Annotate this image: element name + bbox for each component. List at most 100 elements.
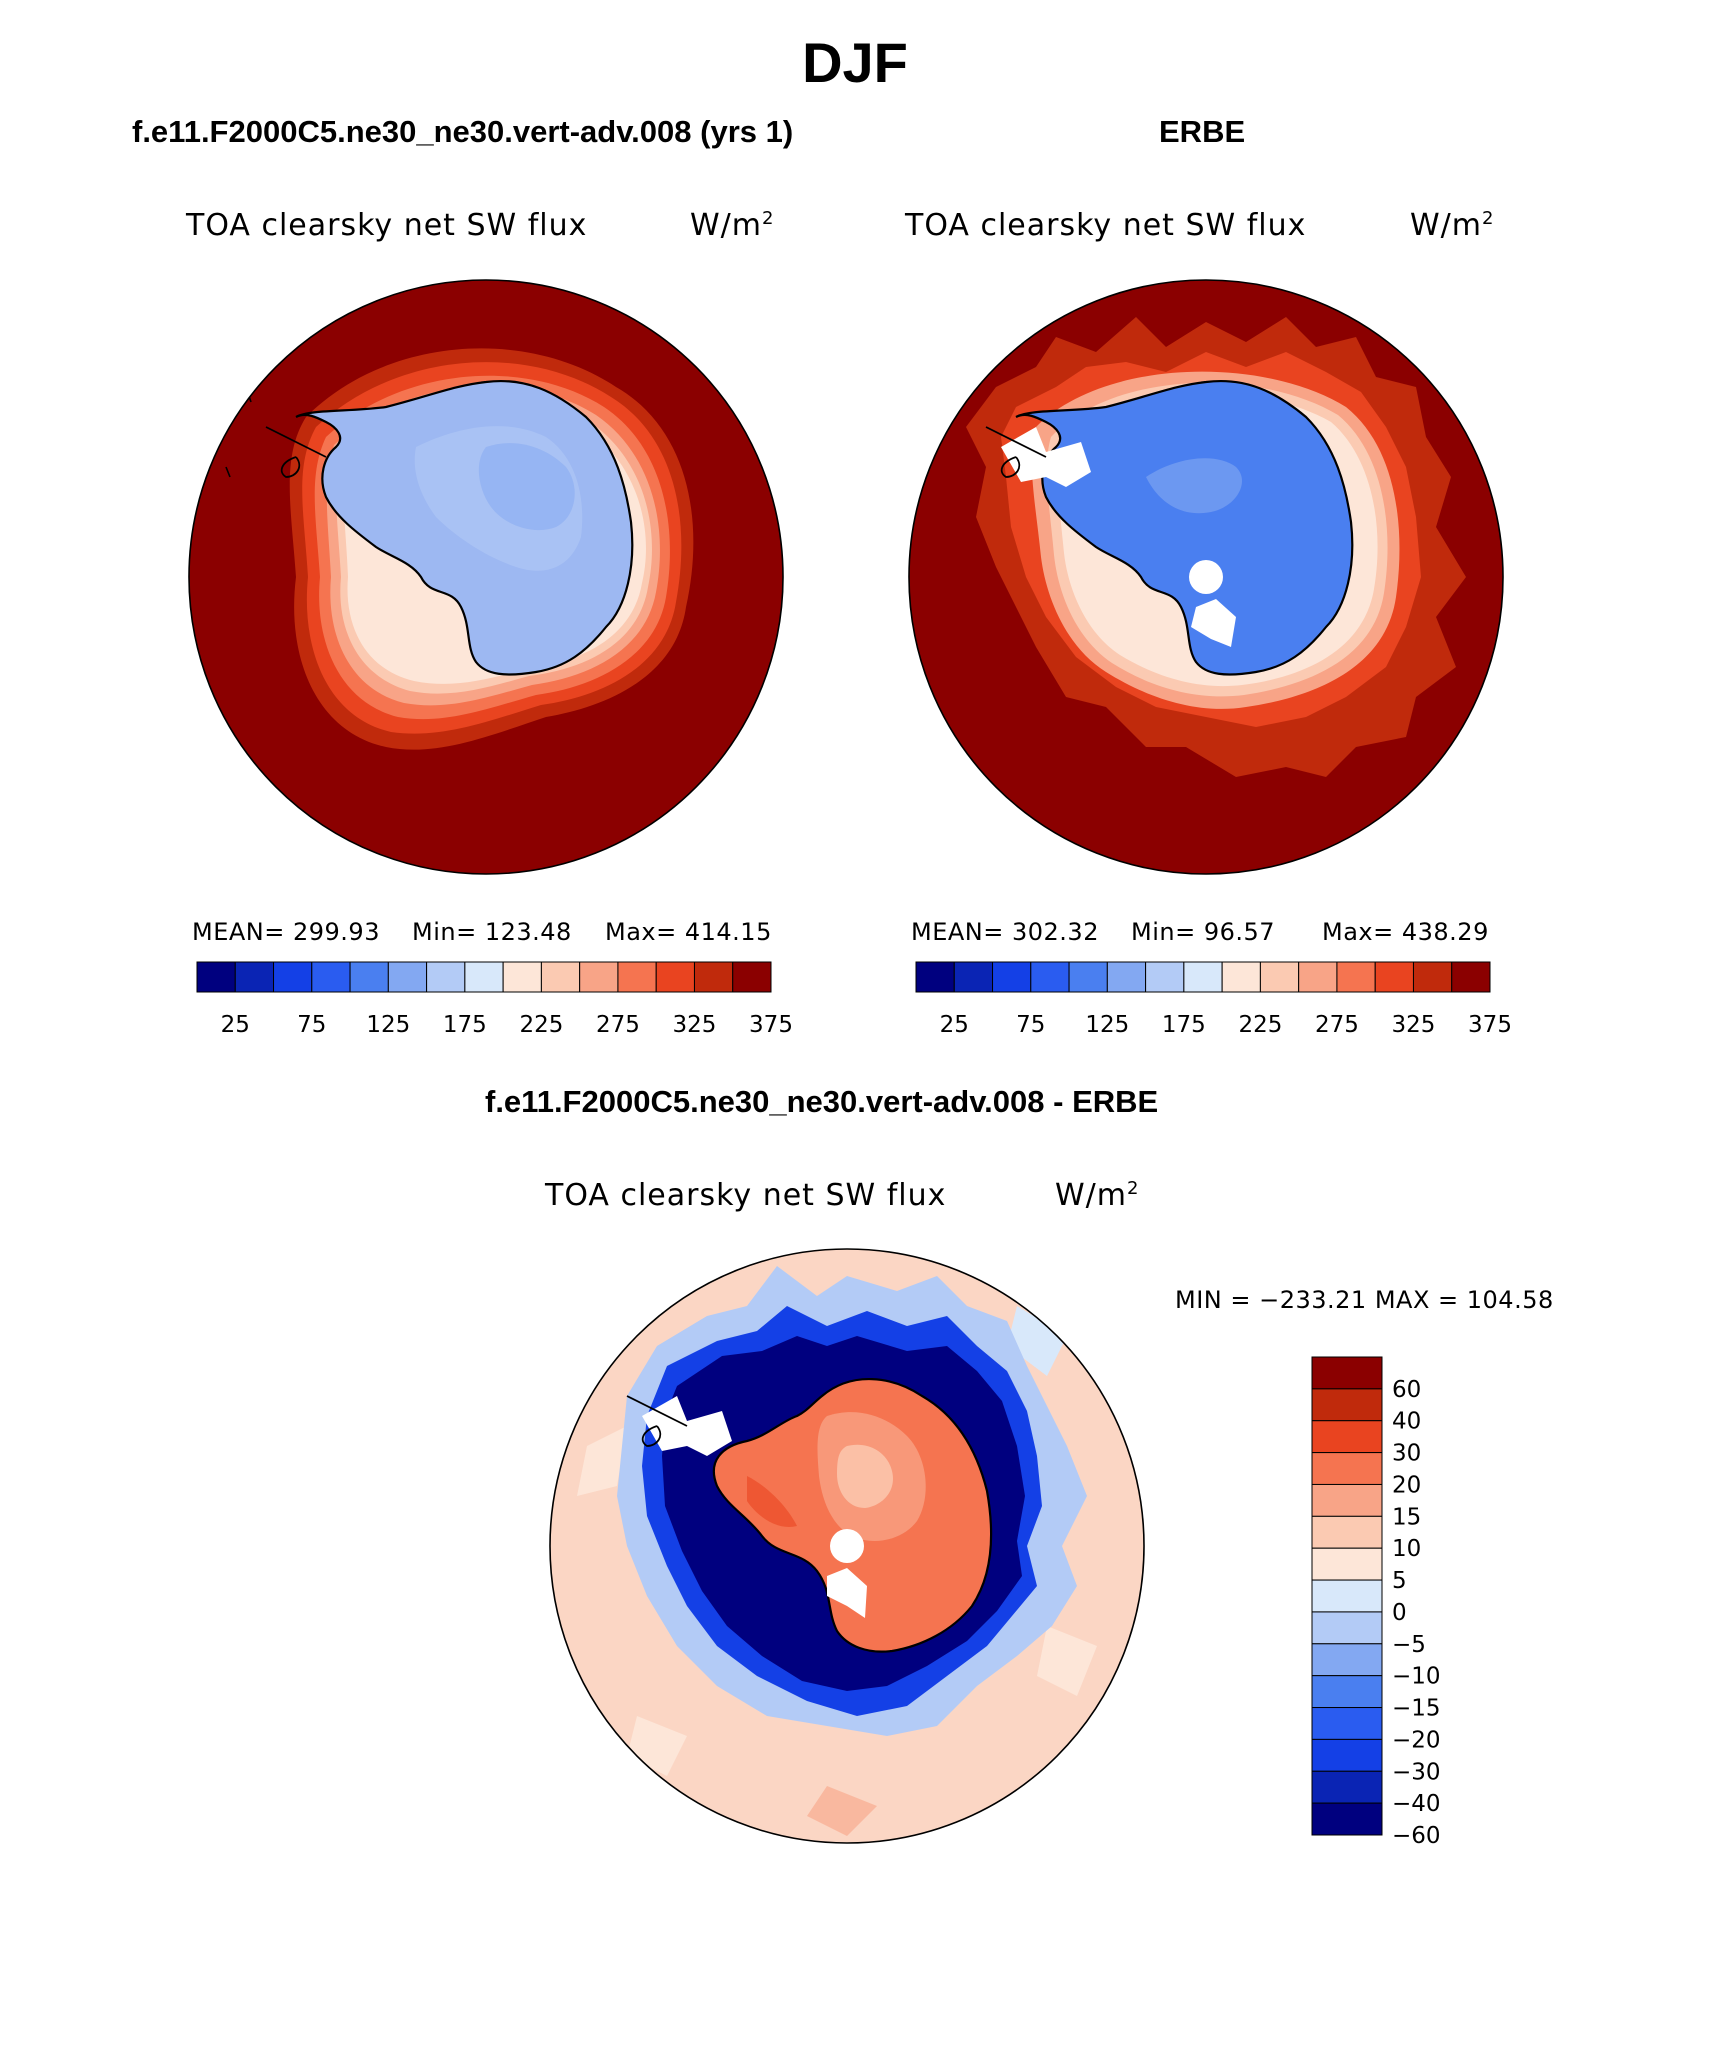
colorbar-tick-label: 5 xyxy=(1392,1568,1407,1594)
panel3-colorbar: 60 40 30 20 15 10 5 0 −5 −10 −15 −20 −30 −40 −60 xyxy=(1311,1356,1441,1849)
colorbar-tick-label: 0 xyxy=(1392,1600,1407,1626)
panel1-variable: TOA clearsky net SW flux xyxy=(186,208,588,243)
colorbar-swatch xyxy=(540,961,581,993)
panel1-max: Max= 414.15 xyxy=(605,918,772,946)
colorbar-swatch xyxy=(1311,1547,1383,1581)
colorbar-swatch xyxy=(1221,961,1261,993)
colorbar-tick-label: 60 xyxy=(1392,1377,1421,1403)
colorbar-tick-label: 40 xyxy=(1392,1409,1421,1435)
colorbar-swatch xyxy=(1145,961,1185,993)
panel2-units: W/m2 xyxy=(1410,208,1495,243)
panel1-min: Min= 123.48 xyxy=(412,918,572,946)
colorbar-swatch xyxy=(732,961,772,993)
colorbar-swatch xyxy=(234,961,275,993)
colorbar-swatch xyxy=(617,961,657,993)
panel1-map xyxy=(188,279,784,875)
figure-title: DJF xyxy=(802,31,908,94)
colorbar-swatch xyxy=(1311,1611,1383,1645)
colorbar-tick-label: 25 xyxy=(221,1012,250,1038)
panel3-variable: TOA clearsky net SW flux xyxy=(545,1178,947,1213)
panel3-map xyxy=(549,1248,1145,1844)
colorbar-swatch xyxy=(1311,1483,1383,1517)
colorbar-tick-label: 125 xyxy=(366,1012,410,1038)
colorbar-tick-label: −20 xyxy=(1392,1727,1441,1753)
colorbar-swatch xyxy=(464,961,504,993)
colorbar-swatch xyxy=(1298,961,1338,993)
colorbar-swatch xyxy=(1311,1420,1383,1454)
colorbar-tick-label: 75 xyxy=(297,1012,326,1038)
colorbar-swatch xyxy=(1311,1770,1383,1804)
panel1-title: f.e11.F2000C5.ne30_ne30.vert-adv.008 (yr… xyxy=(132,114,794,149)
colorbar-swatch xyxy=(992,961,1032,993)
colorbar-swatch xyxy=(1311,1452,1383,1485)
colorbar-swatch xyxy=(655,961,695,993)
panel2-mean: MEAN= 302.32 xyxy=(911,918,1099,946)
colorbar-swatch xyxy=(693,961,734,993)
colorbar-tick-label: 175 xyxy=(443,1012,487,1038)
colorbar-tick-label: 375 xyxy=(1468,1012,1512,1038)
colorbar-tick-label: 275 xyxy=(1315,1012,1359,1038)
colorbar-swatch xyxy=(349,961,389,993)
colorbar-swatch xyxy=(1412,961,1453,993)
colorbar-swatch xyxy=(1336,961,1376,993)
colorbar-swatch xyxy=(1068,961,1108,993)
colorbar-swatch xyxy=(1311,1707,1383,1740)
colorbar-tick-label: 175 xyxy=(1162,1012,1206,1038)
colorbar-swatch xyxy=(1311,1802,1383,1836)
colorbar-swatch xyxy=(273,961,313,993)
colorbar-tick-label: −5 xyxy=(1392,1632,1426,1658)
colorbar-swatch xyxy=(311,961,351,993)
colorbar-tick-label: 75 xyxy=(1016,1012,1045,1038)
colorbar-tick-label: 30 xyxy=(1392,1441,1421,1467)
colorbar-swatch xyxy=(953,961,994,993)
panel1-units: W/m2 xyxy=(690,208,775,243)
panel2-colorbar: 25 75 125 175 225 275 325 375 xyxy=(915,961,1512,1038)
panel3-minmax: MIN = −233.21 MAX = 104.58 xyxy=(1175,1286,1554,1314)
colorbar-tick-label: 275 xyxy=(596,1012,640,1038)
colorbar-swatch xyxy=(1311,1515,1383,1549)
colorbar-swatch xyxy=(1259,961,1300,993)
colorbar-tick-label: 25 xyxy=(940,1012,969,1038)
panel2-min: Min= 96.57 xyxy=(1131,918,1276,946)
colorbar-swatch xyxy=(1030,961,1070,993)
colorbar-tick-label: 225 xyxy=(1238,1012,1282,1038)
colorbar-tick-label: 125 xyxy=(1085,1012,1129,1038)
colorbar-tick-label: −15 xyxy=(1392,1696,1441,1722)
panel1-mean: MEAN= 299.93 xyxy=(192,918,380,946)
panel2-variable: TOA clearsky net SW flux xyxy=(905,208,1307,243)
panel3-title: f.e11.F2000C5.ne30_ne30.vert-adv.008 - E… xyxy=(485,1084,1159,1119)
panel2-map xyxy=(908,279,1504,875)
colorbar-swatch xyxy=(1374,961,1414,993)
colorbar-tick-label: 325 xyxy=(1392,1012,1436,1038)
colorbar-tick-label: 225 xyxy=(519,1012,563,1038)
colorbar-swatch xyxy=(387,961,428,993)
colorbar-swatch xyxy=(1311,1388,1383,1422)
colorbar-swatch xyxy=(1183,961,1223,993)
colorbar-swatch xyxy=(426,961,466,993)
colorbar-swatch xyxy=(1311,1675,1383,1709)
colorbar-swatch xyxy=(1311,1643,1383,1677)
colorbar-tick-label: −60 xyxy=(1392,1823,1441,1849)
colorbar-tick-label: −30 xyxy=(1392,1759,1441,1785)
colorbar-swatch xyxy=(1311,1356,1383,1390)
map-boundary xyxy=(188,279,784,875)
panel2-max: Max= 438.29 xyxy=(1322,918,1489,946)
colorbar-swatch xyxy=(915,961,955,993)
colorbar-tick-label: −10 xyxy=(1392,1664,1441,1690)
panel1-colorbar: 25 75 125 175 225 275 325 375 xyxy=(196,961,793,1038)
panel2-title: ERBE xyxy=(1159,114,1246,149)
colorbar-swatch xyxy=(1106,961,1147,993)
colorbar-tick-label: 15 xyxy=(1392,1504,1421,1530)
colorbar-tick-label: 10 xyxy=(1392,1536,1421,1562)
colorbar-swatch xyxy=(502,961,542,993)
colorbar-swatch xyxy=(196,961,236,993)
colorbar-tick-label: −40 xyxy=(1392,1791,1441,1817)
colorbar-swatch xyxy=(1311,1579,1383,1613)
colorbar-tick-label: 325 xyxy=(673,1012,717,1038)
panel3-units: W/m2 xyxy=(1055,1178,1140,1213)
colorbar-tick-label: 375 xyxy=(749,1012,793,1038)
colorbar-tick-label: 20 xyxy=(1392,1472,1421,1498)
colorbar-swatch xyxy=(1311,1738,1383,1772)
colorbar-swatch xyxy=(579,961,619,993)
colorbar-swatch xyxy=(1451,961,1491,993)
